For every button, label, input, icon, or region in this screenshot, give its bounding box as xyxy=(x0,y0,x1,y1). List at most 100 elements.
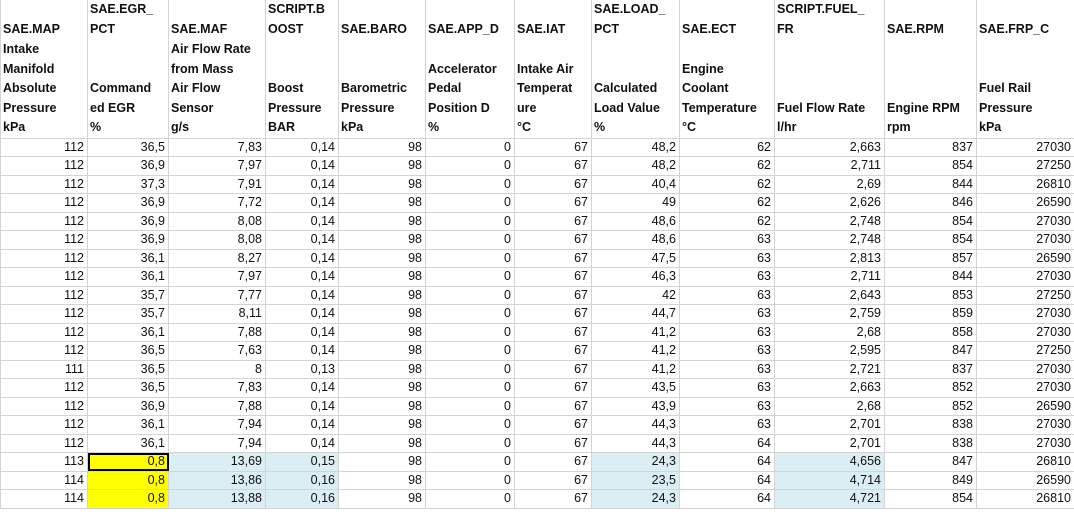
cell: 0,16 xyxy=(265,471,339,490)
column-code-line: SAE.LOAD_ xyxy=(594,2,666,16)
cell: 112 xyxy=(0,138,88,157)
data-row: 112 36,1 8,27 0,14 98 0 67 47,5 63 2,813 857 26590 xyxy=(0,249,1074,268)
cell: 112 xyxy=(0,434,88,453)
cell: 0 xyxy=(425,138,515,157)
cell: 0,16 xyxy=(265,489,339,509)
column-description-line: Calculated xyxy=(594,81,658,95)
cell: 2,759 xyxy=(774,304,885,324)
cell: 2,663 xyxy=(774,378,885,398)
cell: 48,2 xyxy=(591,156,680,176)
cell: 853 xyxy=(884,286,977,305)
column-code: SAE.EGR_ PCT xyxy=(87,0,169,39)
cell: 7,83 xyxy=(168,378,266,398)
cell: 98 xyxy=(338,397,426,416)
cell: 36,9 xyxy=(87,156,169,176)
cell: 2,69 xyxy=(774,175,885,194)
column-code-line: SCRIPT.FUEL_ xyxy=(777,2,865,16)
data-row: 112 36,1 7,94 0,14 98 0 67 44,3 63 2,701 838 27030 xyxy=(0,415,1074,435)
column-description-line: Accelerator xyxy=(428,61,497,76)
column-description-line: Intake xyxy=(3,42,40,56)
cell: 44,7 xyxy=(591,304,680,324)
column-code-line: SAE.RPM xyxy=(887,21,944,36)
cell: 0,14 xyxy=(265,138,339,157)
cell: 41,2 xyxy=(591,360,680,379)
cell: 98 xyxy=(338,175,426,194)
column-code-line: PCT xyxy=(594,21,619,36)
data-row: 111 36,5 8 0,13 98 0 67 41,2 63 2,721 837 27030 xyxy=(0,360,1074,379)
column-description-line: Fuel Flow Rate xyxy=(777,100,866,115)
cell: 24,3 xyxy=(591,452,680,472)
cell: 42 xyxy=(591,286,680,305)
cell: 2,701 xyxy=(774,415,885,435)
cell: 0 xyxy=(425,249,515,268)
cell: 23,5 xyxy=(591,471,680,490)
column-description: Command ed EGR xyxy=(87,39,169,118)
cell: 98 xyxy=(338,378,426,398)
cell: 35,7 xyxy=(87,286,169,305)
column-code-line: SCRIPT.B xyxy=(268,2,325,16)
cell: 7,88 xyxy=(168,397,266,416)
column-code: SAE.APP_D xyxy=(425,0,515,39)
cell: 62 xyxy=(679,156,775,176)
cell: 0,14 xyxy=(265,156,339,176)
cell: 852 xyxy=(884,378,977,398)
cell: 67 xyxy=(514,378,592,398)
column-unit: BAR xyxy=(265,118,339,139)
column-unit: kPa xyxy=(976,118,1074,139)
cell: 852 xyxy=(884,397,977,416)
cell: 0 xyxy=(425,415,515,435)
column-code-line: SAE.ECT xyxy=(682,21,737,36)
cell: 13,69 xyxy=(168,452,266,472)
cell: 27250 xyxy=(976,156,1074,176)
data-row: 114 0,8 13,86 0,16 98 0 67 23,5 64 4,714 849 26590 xyxy=(0,471,1074,490)
cell: 112 xyxy=(0,267,88,287)
cell: 7,97 xyxy=(168,156,266,176)
data-row: 113 0,8 13,69 0,15 98 0 67 24,3 64 4,656 847 26810 xyxy=(0,452,1074,472)
column-code-line: SAE.APP_D xyxy=(428,21,499,36)
cell: 36,9 xyxy=(87,230,169,250)
cell: 67 xyxy=(514,415,592,435)
cell: 112 xyxy=(0,230,88,250)
cell: 7,94 xyxy=(168,434,266,453)
column-unit: °C xyxy=(514,118,592,139)
cell: 27030 xyxy=(976,138,1074,157)
cell: 2,748 xyxy=(774,230,885,250)
cell: 0 xyxy=(425,378,515,398)
cell: 63 xyxy=(679,249,775,268)
cell: 0 xyxy=(425,193,515,213)
cell: 7,83 xyxy=(168,138,266,157)
cell: 63 xyxy=(679,230,775,250)
cell: 43,5 xyxy=(591,378,680,398)
cell: 0,14 xyxy=(265,286,339,305)
column-code: SAE.BARO xyxy=(338,0,426,39)
column-code-line: SAE.MAP xyxy=(3,21,60,36)
cell: 7,91 xyxy=(168,175,266,194)
column-description: Intake Air Temperat ure xyxy=(514,39,592,118)
data-row: 112 36,9 8,08 0,14 98 0 67 48,6 62 2,748 854 27030 xyxy=(0,212,1074,231)
cell: 62 xyxy=(679,193,775,213)
cell: 67 xyxy=(514,360,592,379)
cell: 854 xyxy=(884,230,977,250)
cell: 2,663 xyxy=(774,138,885,157)
cell: 7,97 xyxy=(168,267,266,287)
column-code-line: FR xyxy=(777,21,794,36)
data-row: 112 36,1 7,88 0,14 98 0 67 41,2 63 2,68 858 27030 xyxy=(0,323,1074,342)
cell: 0 xyxy=(425,452,515,472)
data-row: 112 36,1 7,94 0,14 98 0 67 44,3 64 2,701 838 27030 xyxy=(0,434,1074,453)
cell: 46,3 xyxy=(591,267,680,287)
column-unit: % xyxy=(425,118,515,139)
cell: 844 xyxy=(884,267,977,287)
column-code-line: SAE.IAT xyxy=(517,21,566,36)
cell: 98 xyxy=(338,471,426,490)
cell: 8,08 xyxy=(168,212,266,231)
cell: 36,9 xyxy=(87,397,169,416)
cell: 36,9 xyxy=(87,212,169,231)
cell: 112 xyxy=(0,156,88,176)
cell: 2,711 xyxy=(774,267,885,287)
cell: 67 xyxy=(514,175,592,194)
cell: 7,63 xyxy=(168,341,266,361)
cell: 36,9 xyxy=(87,193,169,213)
cell: 64 xyxy=(679,471,775,490)
column-description-line: Boost xyxy=(268,81,304,95)
